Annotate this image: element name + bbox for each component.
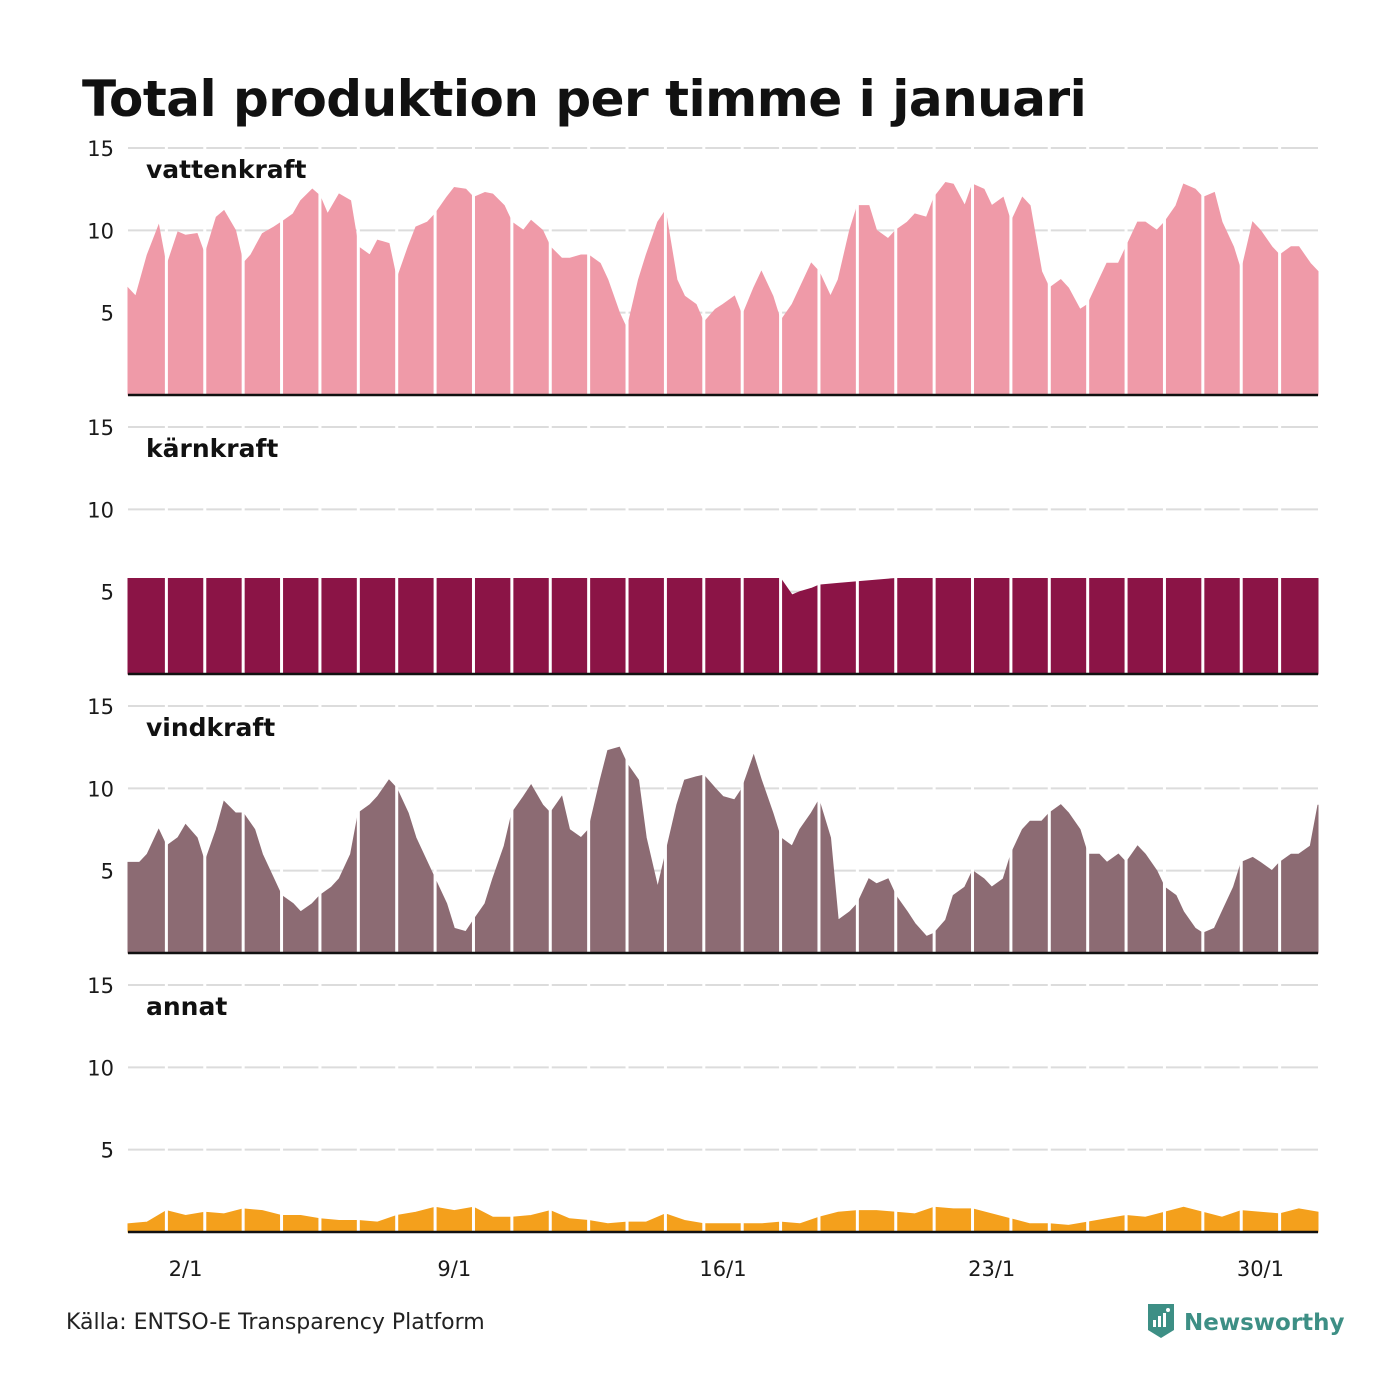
y-tick-label: 5: [101, 302, 114, 326]
chart-title: Total produktion per timme i januari: [82, 70, 1087, 128]
series-area-kärnkraft: [127, 578, 1319, 675]
y-tick-label: 10: [87, 219, 114, 243]
series-label-kärnkraft: kärnkraft: [146, 434, 278, 463]
source-note: Källa: ENTSO-E Transparency Platform: [66, 1310, 485, 1335]
y-tick-label: 15: [87, 974, 114, 998]
y-tick-label: 10: [87, 777, 114, 801]
x-tick-label: 23/1: [968, 1257, 1015, 1281]
x-tick-label: 2/1: [169, 1257, 203, 1281]
y-tick-label: 15: [87, 137, 114, 161]
x-tick-label: 30/1: [1237, 1257, 1284, 1281]
y-tick-label: 10: [87, 1056, 114, 1080]
series-label-annat: annat: [146, 992, 227, 1021]
y-tick-label: 5: [101, 860, 114, 884]
panel-vindkraft: 5 10 15 vindkraft: [87, 695, 1319, 955]
newsworthy-logo-icon: [1146, 1302, 1176, 1344]
y-tick-label: 10: [87, 498, 114, 522]
panel-vattenkraft: 5 10 15 vattenkraft: [87, 137, 1319, 397]
small-multiples-chart: 5 10 15 vattenkraft 5 10 15 kärnkraft 5 10 15 vindk…: [87, 137, 1319, 1281]
panel-annat: 5 10 15 annat: [87, 974, 1319, 1234]
brand-name: Newsworthy: [1184, 1310, 1345, 1336]
y-tick-label: 15: [87, 416, 114, 440]
y-tick-label: 5: [101, 1139, 114, 1163]
x-tick-label: 9/1: [437, 1257, 471, 1281]
panel-kärnkraft: 5 10 15 kärnkraft: [87, 416, 1319, 676]
y-tick-label: 15: [87, 695, 114, 719]
series-label-vindkraft: vindkraft: [146, 713, 275, 742]
series-area-vattenkraft: [127, 182, 1319, 396]
brand-logo[interactable]: Newsworthy: [1146, 1303, 1345, 1343]
series-area-vindkraft: [127, 746, 1319, 954]
series-label-vattenkraft: vattenkraft: [146, 155, 307, 184]
x-tick-label: 16/1: [699, 1257, 746, 1281]
y-tick-label: 5: [101, 581, 114, 605]
series-area-annat: [127, 1206, 1319, 1233]
